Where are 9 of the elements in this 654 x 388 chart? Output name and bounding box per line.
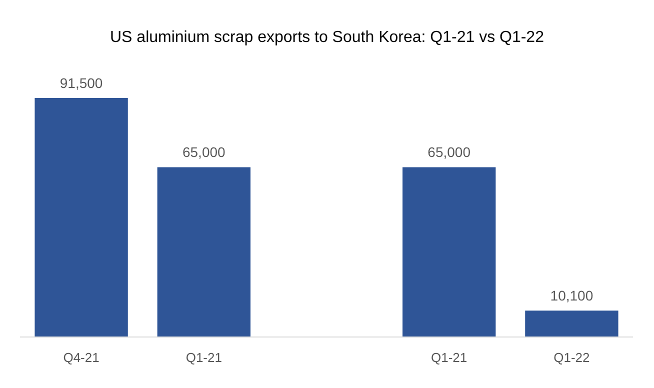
data-label: 10,100 xyxy=(550,288,594,304)
data-label: 65,000 xyxy=(428,144,471,160)
data-label: 91,500 xyxy=(60,75,103,91)
data-label: 65,000 xyxy=(182,144,226,160)
x-tick-label: Q1-21 xyxy=(186,350,222,365)
x-tick-label: Q1-22 xyxy=(554,350,590,365)
x-tick-label: Q1-21 xyxy=(431,350,468,365)
x-tick-label: Q4-21 xyxy=(63,350,100,365)
chart-title: US aluminium scrap exports to South Korea: Q1-21 vs Q1-22 xyxy=(110,29,544,46)
